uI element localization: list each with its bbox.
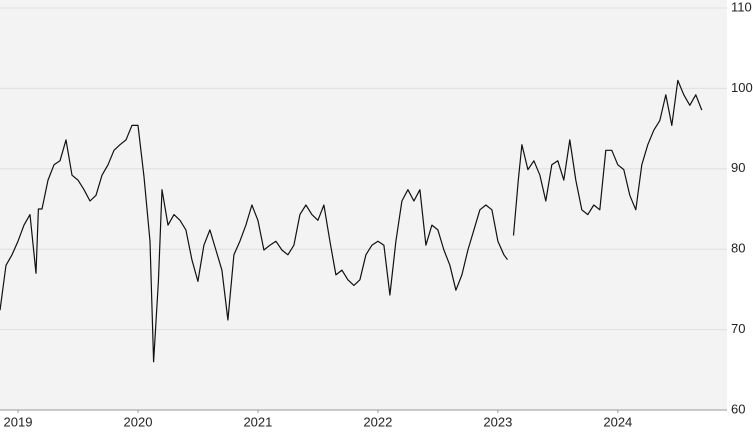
x-tick-label: 2019 [4,414,33,429]
y-tick-label: 80 [731,241,745,256]
plot-area [0,0,727,410]
y-tick-label: 100 [731,80,753,95]
y-tick-label: 110 [731,0,752,14]
price-line [0,79,703,363]
y-tick-label: 70 [731,321,745,336]
x-tick-label: 2021 [243,414,272,429]
y-tick-label: 60 [731,401,745,416]
x-tick-label: 2023 [483,414,512,429]
x-tick-label: 2024 [603,414,632,429]
y-tick-label: 90 [731,160,745,175]
x-tick-label: 2020 [124,414,153,429]
x-tick-label: 2022 [363,414,392,429]
